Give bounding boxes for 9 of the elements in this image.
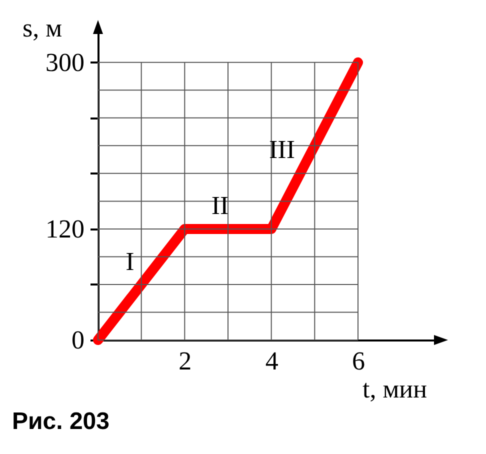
text: Рис. 203 [12, 408, 110, 436]
y-axis-title: s, м [22, 14, 62, 42]
x-axis-title: t, мин [362, 374, 428, 404]
y-tick-label: 300 [46, 48, 84, 77]
y-tick-label: 120 [46, 214, 84, 244]
x-tick-label: 4 [265, 346, 278, 376]
x-tick-label: 6 [352, 346, 365, 376]
x-tick-label: 2 [178, 346, 192, 376]
y-tick-label: 0 [72, 326, 84, 354]
